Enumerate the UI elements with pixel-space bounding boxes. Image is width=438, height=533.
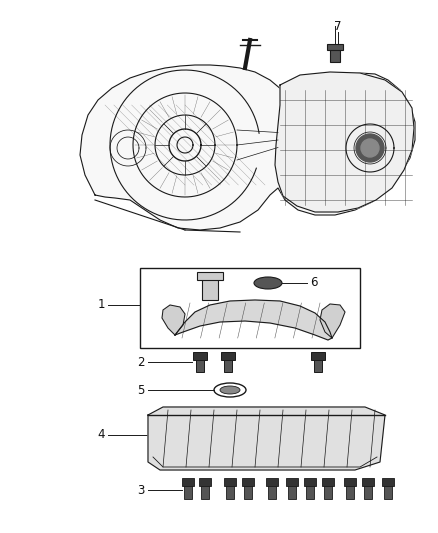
Bar — [268, 485, 276, 499]
Bar — [322, 478, 334, 486]
Bar — [382, 478, 394, 486]
Text: 6: 6 — [310, 277, 318, 289]
Bar — [288, 485, 296, 499]
Text: 1: 1 — [98, 298, 105, 311]
Bar — [182, 478, 194, 486]
Bar — [362, 478, 374, 486]
Bar — [266, 478, 278, 486]
Circle shape — [356, 134, 384, 162]
Text: 3: 3 — [138, 483, 145, 497]
Bar — [364, 485, 372, 499]
Bar — [201, 485, 209, 499]
Bar — [344, 478, 356, 486]
Bar — [330, 48, 340, 62]
Bar — [244, 485, 252, 499]
Bar — [199, 478, 211, 486]
Bar — [193, 352, 207, 360]
Bar — [324, 485, 332, 499]
Bar — [226, 485, 234, 499]
Polygon shape — [275, 72, 414, 212]
Bar — [327, 44, 343, 50]
Bar — [224, 358, 232, 372]
Bar — [197, 272, 223, 280]
Polygon shape — [148, 407, 385, 470]
Polygon shape — [175, 300, 332, 340]
Text: 5: 5 — [138, 384, 145, 397]
Polygon shape — [80, 65, 415, 230]
Bar — [314, 358, 322, 372]
Ellipse shape — [254, 277, 282, 289]
Bar — [202, 278, 218, 300]
Text: 7: 7 — [334, 20, 342, 33]
Circle shape — [361, 139, 379, 157]
Bar — [304, 478, 316, 486]
Polygon shape — [162, 305, 185, 335]
Bar — [140, 268, 360, 348]
Bar — [242, 478, 254, 486]
Text: 4: 4 — [98, 429, 105, 441]
Text: 2: 2 — [138, 356, 145, 368]
Bar — [196, 358, 204, 372]
Bar — [184, 485, 192, 499]
Bar — [221, 352, 235, 360]
Bar — [306, 485, 314, 499]
Ellipse shape — [220, 386, 240, 394]
Polygon shape — [320, 304, 345, 338]
Bar — [346, 485, 354, 499]
Bar — [224, 478, 236, 486]
Bar — [311, 352, 325, 360]
Bar — [384, 485, 392, 499]
Bar — [286, 478, 298, 486]
